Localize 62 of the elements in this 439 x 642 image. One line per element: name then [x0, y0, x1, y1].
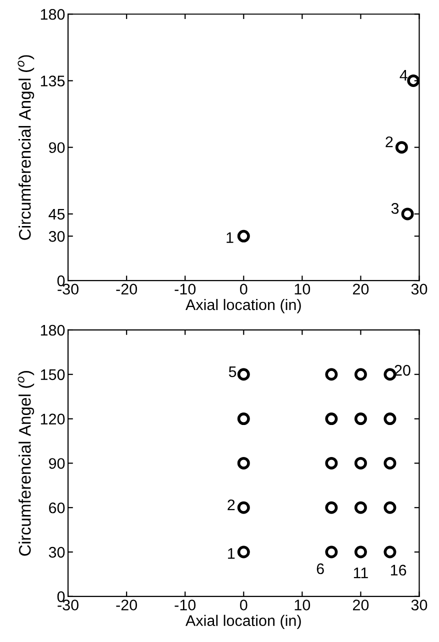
- x-tick-label: 10: [294, 284, 310, 295]
- x-tick-label: 20: [352, 284, 369, 295]
- y-axis-title: Circumferencial Angel ($^{o}$): [18, 55, 34, 240]
- x-tick-label: -20: [116, 600, 138, 610]
- point: [237, 456, 250, 470]
- x-tick-label: 30: [411, 600, 428, 610]
- point: [354, 546, 367, 558]
- point: [384, 501, 396, 514]
- y-tick-label: 90: [48, 458, 65, 469]
- point: [384, 368, 396, 381]
- y-tick-label: 180: [40, 8, 65, 20]
- x-tick-label: 30: [411, 284, 428, 295]
- y-tick-label: 90: [48, 142, 65, 154]
- point: [237, 230, 250, 242]
- point: [237, 412, 250, 426]
- point: [237, 501, 250, 514]
- x-tick-label: 10: [294, 600, 310, 610]
- annotation: 11: [354, 568, 368, 578]
- point: [354, 368, 367, 381]
- y-tick-label: 45: [48, 208, 65, 220]
- annotation: 3: [391, 203, 399, 214]
- point: [401, 208, 414, 220]
- x-tick-label: -10: [174, 600, 196, 610]
- annotation: 1: [228, 548, 235, 559]
- annotation: 16: [390, 564, 406, 576]
- x-axis-title: Axial location (in): [186, 298, 301, 314]
- annotation: 5: [228, 366, 236, 378]
- point: [354, 501, 367, 514]
- point: [237, 546, 250, 558]
- point: [384, 546, 396, 558]
- x-tick-label: -10: [174, 284, 196, 295]
- y-tick-label: 30: [48, 546, 65, 558]
- annotation: 1: [226, 232, 234, 243]
- y-tick-label: 120: [40, 414, 65, 424]
- x-tick-label: 20: [352, 600, 369, 610]
- point: [325, 368, 338, 381]
- annotation: 2: [228, 500, 235, 510]
- point: [237, 368, 250, 381]
- point: [395, 141, 408, 154]
- y-tick-label: 150: [40, 369, 65, 380]
- point: [325, 501, 338, 514]
- point: [325, 456, 338, 470]
- point: [354, 456, 367, 470]
- x-tick-label: -20: [116, 284, 138, 295]
- x-tick-label: 0: [240, 284, 248, 295]
- point: [325, 546, 338, 558]
- point: [407, 74, 420, 87]
- x-tick-label: 0: [240, 600, 248, 610]
- y-tick-label: 60: [49, 502, 65, 514]
- y-tick-label: 30: [48, 231, 65, 242]
- point: [384, 456, 396, 470]
- annotation: 2: [386, 136, 393, 148]
- y-tick-label: 180: [40, 324, 65, 336]
- point: [354, 412, 367, 426]
- annotation: 4: [400, 70, 408, 81]
- annotation: 20: [394, 364, 410, 376]
- point: [384, 412, 396, 426]
- point: [325, 412, 338, 426]
- annotation: 6: [316, 563, 324, 574]
- x-axis-title: Axial location (in): [186, 614, 301, 630]
- y-axis-title: Circumferencial Angel ($^{o}$): [18, 371, 34, 556]
- y-tick-label: 135: [40, 76, 65, 86]
